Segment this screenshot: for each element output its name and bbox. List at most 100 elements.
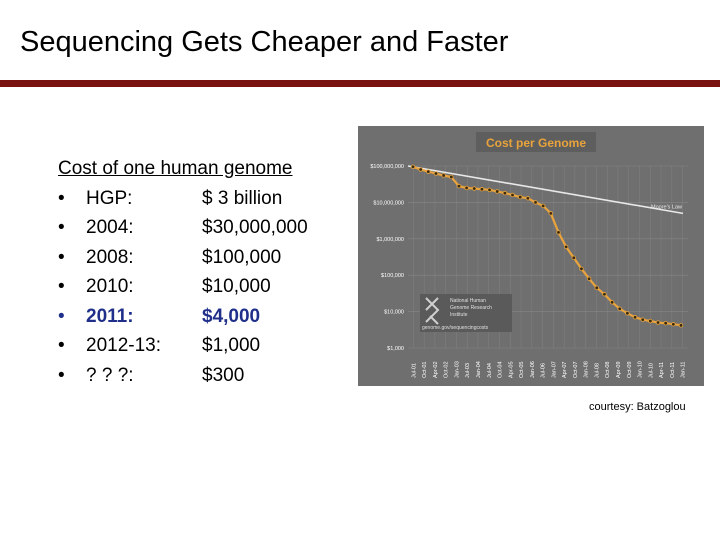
x-tick-label: Jan-03	[454, 361, 460, 378]
x-tick-label: Jul-06	[541, 363, 547, 378]
x-tick-label: Jul-01	[411, 363, 417, 378]
cost-data-point	[663, 321, 668, 326]
cost-data-point	[640, 317, 645, 322]
nhgri-logo-text: Genome Research	[450, 305, 492, 311]
chart-canvas: Cost per Genome $100,000,000 $10,000,000 $1…	[358, 126, 704, 386]
cost-data-point	[556, 230, 561, 235]
x-tick-label: Apr-05	[508, 361, 514, 378]
bullet: •	[58, 276, 65, 297]
cost-data-point	[479, 187, 485, 192]
y-tick-label: $1,000,000	[376, 237, 404, 243]
bullet: •	[58, 187, 65, 209]
x-tick-label: Jul-08	[594, 363, 600, 378]
cost-row-label: ? ? ?:	[86, 364, 134, 386]
cost-row-value: $300	[202, 364, 245, 386]
cost-data-point	[678, 323, 684, 328]
y-tick-label: $100,000	[381, 273, 404, 279]
cost-data-point	[487, 187, 492, 193]
cost-data-point	[563, 244, 569, 250]
y-tick-label: $100,000,000	[370, 164, 404, 170]
cost-row: • 2011: $4,000	[58, 302, 293, 332]
cost-data-point	[433, 171, 439, 176]
cost-row: • 2010: $10,000	[58, 272, 293, 302]
cost-data-point	[426, 169, 431, 174]
x-tick-label: Jan-10	[638, 361, 644, 378]
cost-row-value: $1,000	[202, 335, 261, 356]
cost-data-point	[617, 306, 622, 311]
chart-title-bar	[476, 132, 596, 152]
cost-data-point	[609, 300, 615, 305]
cost-data-point	[449, 174, 454, 180]
x-tick-label: Apr-11	[659, 362, 665, 378]
x-tick-label: Oct-01	[422, 361, 428, 378]
nhgri-logo-text: National Human	[450, 298, 486, 304]
slide-title: Sequencing Gets Cheaper and Faster	[20, 26, 509, 58]
cost-per-genome-chart: Cost per Genome $100,000,000 $10,000,000 $1…	[358, 126, 704, 386]
cost-row: • 2012-13: $1,000	[58, 331, 293, 361]
cost-data-point	[533, 200, 538, 205]
cost-row-label: 2008:	[86, 246, 134, 268]
bullet: •	[58, 246, 65, 268]
cost-data-point	[586, 276, 592, 281]
cost-data-point	[655, 320, 661, 325]
cost-data-point	[579, 266, 584, 271]
cost-list-heading: Cost of one human genome	[58, 158, 293, 179]
cost-data-point	[418, 167, 423, 172]
cost-row-label: 2010:	[86, 276, 134, 297]
cost-row-label: 2011:	[86, 305, 134, 327]
x-tick-label: Oct-07	[573, 361, 579, 378]
cost-data-point	[517, 194, 523, 200]
cost-row: • 2004: $30,000,000	[58, 213, 308, 243]
cost-row: • HGP: $ 3 billion	[58, 184, 293, 214]
bullet: •	[58, 364, 65, 386]
x-tick-label: Jan-06	[530, 361, 536, 378]
x-tick-label: Oct-05	[519, 361, 525, 378]
cost-data-point	[502, 190, 508, 196]
cost-data-point	[464, 185, 469, 191]
cost-data-point	[648, 318, 653, 324]
cost-data-point	[540, 203, 546, 209]
cost-data-point	[410, 164, 416, 170]
cost-row-value: $ 3 billion	[202, 187, 283, 209]
cost-data-point	[510, 192, 515, 198]
x-tick-label: Oct-11	[670, 362, 676, 378]
cost-row-label: 2004:	[86, 217, 134, 238]
y-tick-label: $1,000	[387, 346, 404, 352]
moores-law-line	[407, 165, 684, 215]
x-tick-label: Oct-08	[605, 361, 611, 378]
cost-data-point	[625, 311, 630, 316]
x-tick-label: Jan-11	[681, 362, 687, 378]
cost-row-value: $100,000	[202, 246, 282, 268]
image-credit: courtesy: Batzoglou	[589, 401, 686, 413]
x-tick-label: Oct-04	[498, 361, 504, 378]
cost-data-point	[632, 315, 638, 320]
cost-row-value: $30,000,000	[202, 217, 308, 238]
cost-data-point	[525, 196, 531, 201]
x-tick-label: Jan-08	[584, 361, 590, 378]
dna-logo-icon	[425, 297, 440, 325]
title-divider	[0, 80, 720, 87]
nhgri-logo-text: genome.gov/sequencingcosts	[422, 325, 489, 331]
cost-data-point	[671, 322, 676, 327]
x-tick-label: Jul-10	[648, 363, 654, 378]
x-tick-label: Jan-07	[551, 361, 557, 378]
cost-row: • 2008: $100,000	[58, 243, 293, 273]
cost-data-point	[441, 173, 446, 178]
cost-row-label: HGP:	[86, 187, 133, 209]
y-tick-label: $10,000,000	[373, 200, 404, 206]
x-tick-label: Jan-04	[476, 361, 482, 378]
cost-data-point	[495, 189, 500, 194]
cost-data-point	[571, 255, 576, 261]
x-tick-label: Apr-07	[562, 361, 568, 378]
x-tick-label: Apr-02	[433, 361, 439, 378]
x-tick-label: Oct-09	[627, 361, 633, 378]
x-tick-label: Jul-04	[487, 363, 493, 378]
x-tick-label: Jul-03	[465, 363, 471, 378]
cost-data-point	[548, 211, 554, 216]
moores-law-label: Moore's Law	[651, 204, 682, 210]
cost-data-point	[456, 183, 462, 189]
cost-row-value: $4,000	[202, 305, 261, 327]
x-tick-label: Oct-02	[444, 361, 450, 378]
cost-data-point	[472, 186, 477, 191]
chart-title: Cost per Genome	[486, 136, 586, 150]
